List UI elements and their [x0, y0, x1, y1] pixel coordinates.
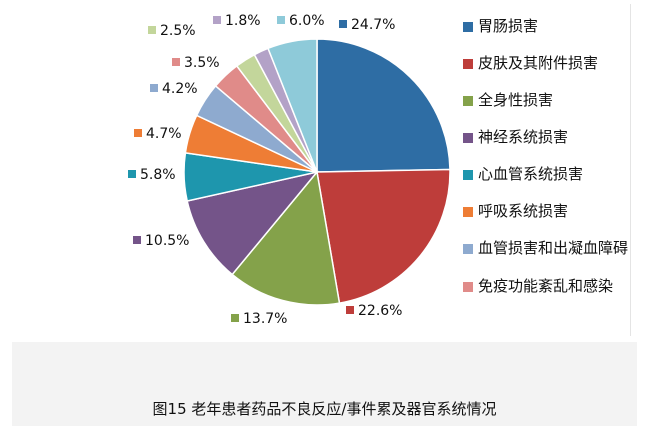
legend-label: 神经系统损害 — [478, 128, 569, 146]
data-label-marker — [231, 314, 239, 322]
data-label-marker — [128, 170, 136, 178]
legend-swatch — [463, 207, 473, 217]
data-label-marker — [134, 129, 142, 137]
legend-label: 皮肤及其附件损害 — [478, 54, 599, 72]
data-label: 24.7% — [351, 17, 395, 33]
chart-border — [630, 4, 631, 336]
data-label: 2.5% — [160, 23, 196, 39]
pie-slice — [316, 38, 451, 173]
data-label: 5.8% — [140, 167, 176, 183]
pie-slice — [316, 168, 451, 304]
data-label: 4.2% — [162, 81, 198, 97]
pie-slice — [267, 38, 318, 173]
caption-band: 图15 老年患者药品不良反应/事件累及器官系统情况 — [12, 342, 637, 426]
legend-item: 胃肠损害 — [460, 18, 632, 35]
legend-swatch — [463, 22, 473, 32]
legend-swatch — [463, 59, 473, 69]
figure-caption: 图15 老年患者药品不良反应/事件累及器官系统情况 — [152, 400, 497, 418]
data-label: 22.6% — [358, 303, 402, 319]
data-label-marker — [277, 16, 285, 24]
data-label: 10.5% — [145, 233, 189, 249]
legend-item: 免疫功能紊乱和感染 — [460, 278, 632, 295]
legend-label: 免疫功能紊乱和感染 — [478, 277, 614, 295]
legend-swatch — [463, 133, 473, 143]
legend-item: 心血管系统损害 — [460, 166, 632, 183]
legend-label: 胃肠损害 — [478, 17, 539, 35]
legend-label: 血管损害和出凝血障碍 — [478, 239, 629, 257]
data-label-marker — [148, 26, 156, 34]
pie-slice — [231, 170, 341, 306]
data-label: 3.5% — [184, 55, 220, 71]
legend-label: 全身性损害 — [478, 91, 554, 109]
data-label-marker — [150, 84, 158, 92]
legend-item: 神经系统损害 — [460, 129, 632, 146]
data-label: 4.7% — [146, 126, 182, 142]
legend-swatch — [463, 244, 473, 254]
data-label-marker — [213, 16, 221, 24]
data-label: 1.8% — [225, 13, 261, 29]
data-label-marker — [133, 236, 141, 244]
legend-label: 呼吸系统损害 — [478, 202, 569, 220]
data-label: 13.7% — [243, 311, 287, 327]
legend-item: 血管损害和出凝血障碍 — [460, 240, 632, 257]
legend-label: 心血管系统损害 — [478, 165, 584, 183]
data-label: 6.0% — [289, 13, 325, 29]
legend-item: 呼吸系统损害 — [460, 203, 632, 220]
pie-chart: 24.7% 22.6% 13.7% 10.5% 5.8% 4.7% 4.2% 3.5% 2.5%… — [128, 13, 451, 327]
legend-item: 全身性损害 — [460, 92, 632, 109]
legend-swatch — [463, 96, 473, 106]
legend-item: 皮肤及其附件损害 — [460, 55, 632, 72]
legend-swatch — [463, 170, 473, 180]
data-label-marker — [346, 306, 354, 314]
legend-swatch — [463, 282, 473, 292]
data-label-marker — [339, 20, 347, 28]
pie-slice — [186, 170, 319, 276]
data-label-marker — [172, 58, 180, 66]
